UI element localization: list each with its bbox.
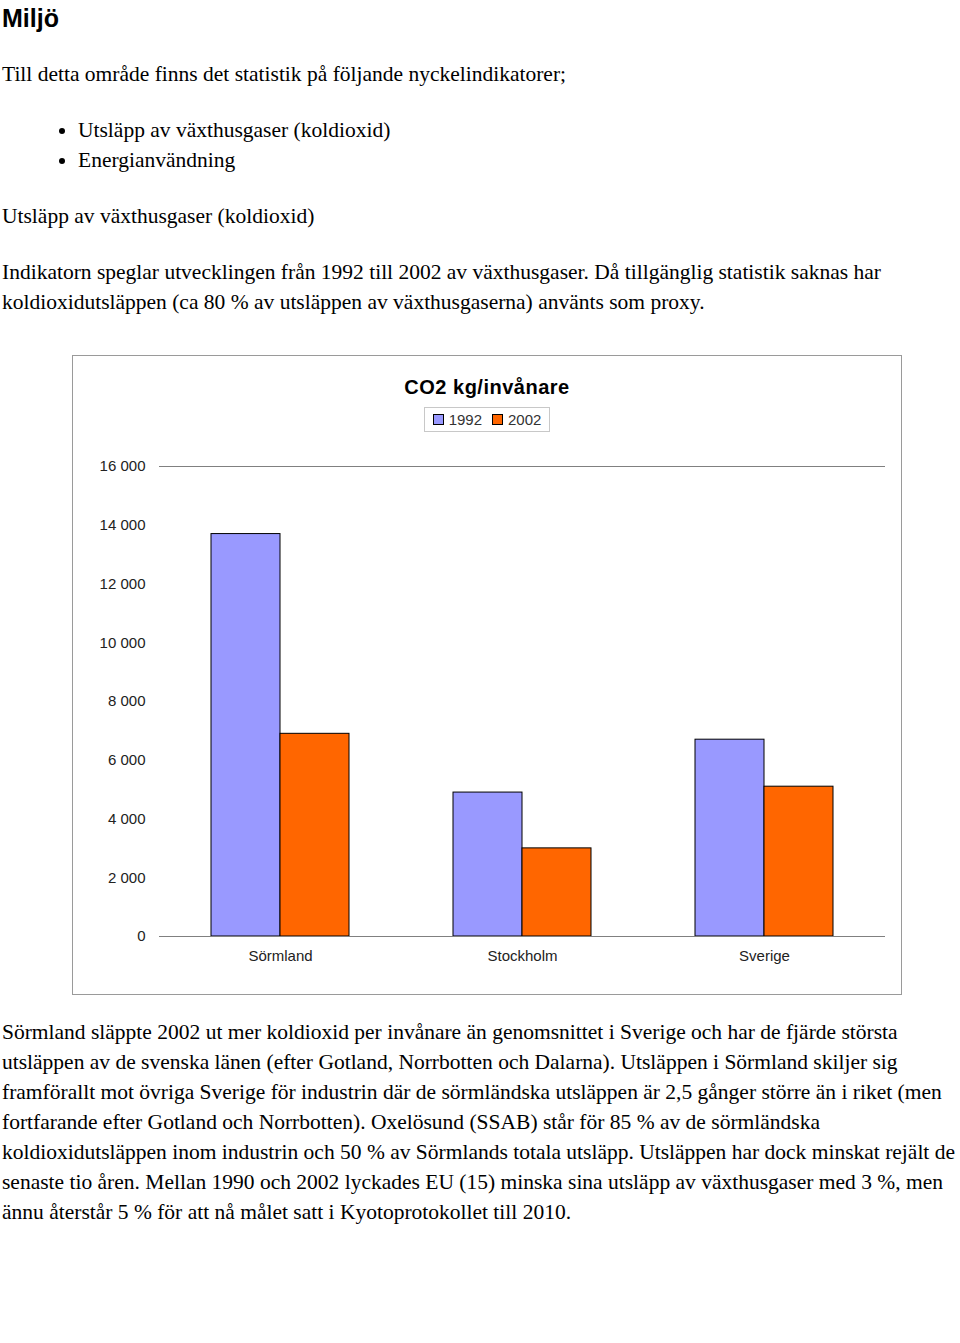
html-text:Till detta område finns det st: Till detta område finns det statistik på… bbox=[2, 62, 567, 86]
html-text:Utsläpp av växthusgaser (koldi: Utsläpp av växthusgaser (koldioxid) bbox=[78, 118, 391, 142]
svg-text:6 000: 6 000 bbox=[108, 751, 146, 768]
svg-text:8 000: 8 000 bbox=[108, 692, 146, 709]
svg-text:4 000: 4 000 bbox=[108, 810, 146, 827]
svg-text:14 000: 14 000 bbox=[100, 516, 146, 533]
svg-text:10 000: 10 000 bbox=[100, 634, 146, 651]
html-text:Utsläpp av växthusgaser (koldi: Utsläpp av växthusgaser (koldioxid) bbox=[2, 204, 315, 228]
svg-text:2 000: 2 000 bbox=[108, 869, 146, 886]
html-text:Miljö: Miljö bbox=[2, 4, 59, 32]
html-text:1992: 1992 bbox=[448, 411, 482, 428]
html-text:Indikatorn speglar utvecklinge: Indikatorn speglar utvecklingen från 199… bbox=[2, 260, 881, 314]
svg-text:0: 0 bbox=[137, 927, 145, 944]
svg-text:16 000: 16 000 bbox=[100, 457, 146, 474]
svg-text:Sörmland: Sörmland bbox=[248, 947, 312, 964]
html-text:2002: 2002 bbox=[508, 411, 542, 428]
svg-text:12 000: 12 000 bbox=[100, 575, 146, 592]
svg-text:Sverige: Sverige bbox=[739, 947, 790, 964]
html-text:Sörmland släppte 2002 ut mer k: Sörmland släppte 2002 ut mer koldioxid p… bbox=[2, 1020, 955, 1224]
svg-text:Stockholm: Stockholm bbox=[487, 947, 557, 964]
html-text:Energianvändning: Energianvändning bbox=[78, 148, 236, 172]
html-text:CO2 kg/invånare: CO2 kg/invånare bbox=[404, 376, 570, 398]
